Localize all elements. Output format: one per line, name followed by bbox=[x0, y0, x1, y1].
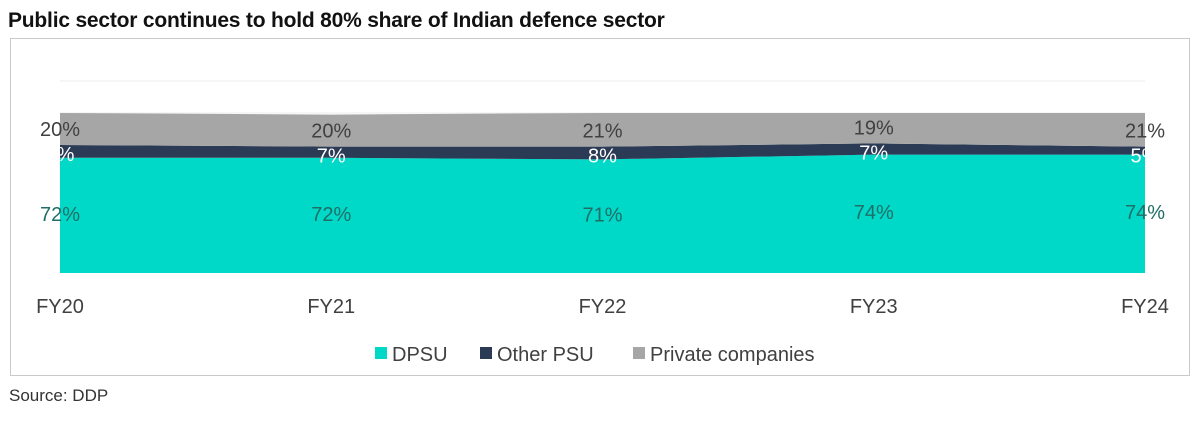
data-label-private-companies: 21% bbox=[582, 121, 622, 143]
data-label-other-psu: 7% bbox=[317, 146, 346, 168]
x-tick-label: FY23 bbox=[850, 296, 898, 318]
data-label-other-psu: 5% bbox=[1131, 146, 1160, 168]
legend-label: Other PSU bbox=[497, 344, 594, 366]
data-label-private-companies: 20% bbox=[311, 121, 351, 143]
data-label-other-psu: 7% bbox=[859, 142, 888, 164]
chart-frame bbox=[10, 38, 1190, 376]
data-label-dpsu: 72% bbox=[311, 204, 351, 226]
legend-swatch bbox=[480, 347, 492, 359]
data-label-private-companies: 20% bbox=[40, 119, 80, 141]
legend-swatch bbox=[633, 347, 645, 359]
area-series-other-psu bbox=[60, 143, 1145, 160]
data-label-other-psu: 8% bbox=[588, 146, 617, 168]
data-label-dpsu: 71% bbox=[582, 205, 622, 227]
legend-label: DPSU bbox=[392, 344, 448, 366]
area-series-private-companies bbox=[60, 113, 1145, 147]
data-label-private-companies: 21% bbox=[1125, 121, 1165, 143]
x-tick-label: FY20 bbox=[36, 296, 84, 318]
x-tick-label: FY21 bbox=[307, 296, 355, 318]
chart-title: Public sector continues to hold 80% shar… bbox=[8, 9, 665, 32]
legend-label: Private companies bbox=[650, 344, 815, 366]
data-label-dpsu: 74% bbox=[854, 202, 894, 224]
area-series-dpsu bbox=[60, 154, 1145, 273]
data-label-dpsu: 72% bbox=[40, 204, 80, 226]
data-label-dpsu: 74% bbox=[1125, 202, 1165, 224]
x-tick-label: FY22 bbox=[579, 296, 627, 318]
source-note: Source: DDP bbox=[9, 386, 109, 405]
x-tick-label: FY24 bbox=[1121, 296, 1169, 318]
legend-swatch bbox=[375, 347, 387, 359]
data-label-private-companies: 19% bbox=[854, 117, 894, 139]
data-label-other-psu: 8% bbox=[46, 144, 75, 166]
